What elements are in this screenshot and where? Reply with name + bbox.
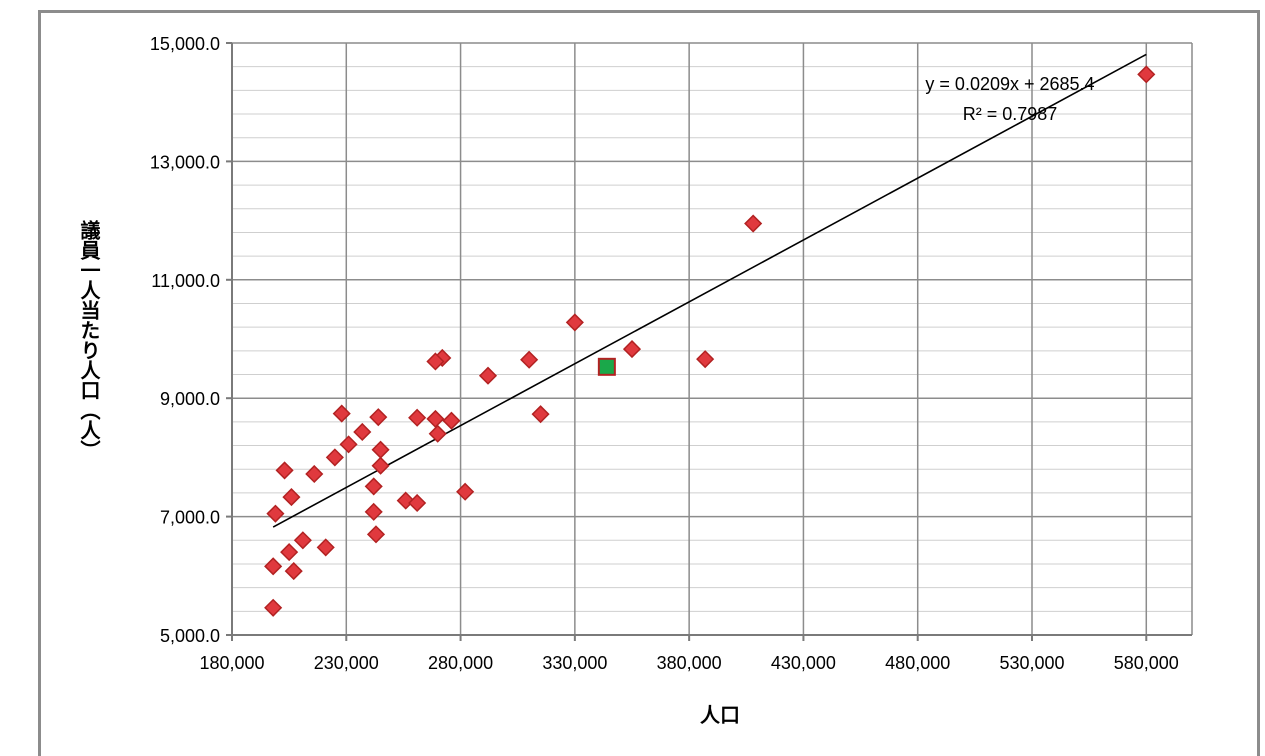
diamond-point	[364, 477, 383, 496]
diamond-point	[282, 488, 301, 507]
x-tick-label: 230,000	[314, 653, 379, 673]
y-tick-label: 15,000.0	[150, 34, 220, 54]
diamond-point	[520, 350, 539, 369]
y-tick-label: 13,000.0	[150, 152, 220, 172]
diamond-point	[1137, 65, 1156, 84]
x-tick-label: 380,000	[657, 653, 722, 673]
y-axis-label: 議員一人当たり人口（人）	[77, 219, 101, 460]
diamond-point	[266, 504, 285, 523]
diamond-point	[293, 531, 312, 550]
x-tick-label: 330,000	[542, 653, 607, 673]
diamond-point	[456, 482, 475, 501]
x-tick-label: 480,000	[885, 653, 950, 673]
diamond-point	[369, 408, 388, 427]
diamond-point	[428, 424, 447, 443]
diamond-point	[339, 435, 358, 454]
x-tick-label: 580,000	[1114, 653, 1179, 673]
square-point	[597, 357, 616, 376]
diamond-point	[744, 214, 763, 233]
diamond-point	[284, 562, 303, 581]
diamond-point	[371, 440, 390, 459]
diamond-point	[353, 422, 372, 442]
diamond-point	[565, 313, 584, 332]
diamond-point	[366, 525, 386, 544]
diamond-point	[442, 411, 461, 430]
y-tick-label: 11,000.0	[151, 271, 220, 291]
diamond-point	[275, 461, 294, 480]
trendline-r-squared: R² = 0.7987	[963, 104, 1058, 124]
trendline-equation: y = 0.0209x + 2685.4	[925, 74, 1094, 94]
diamond-point	[622, 340, 642, 359]
x-tick-label: 530,000	[999, 653, 1064, 673]
diamond-point	[426, 409, 445, 428]
diamond-point	[531, 405, 550, 424]
diamond-point	[280, 543, 299, 562]
trendline-group	[272, 53, 1147, 528]
y-tick-label: 7,000.0	[160, 508, 220, 528]
diamond-point	[696, 350, 715, 369]
diamond-point	[332, 404, 351, 423]
diamond-point	[305, 464, 324, 484]
x-tick-label: 180,000	[199, 653, 264, 673]
y-tick-label: 9,000.0	[160, 389, 220, 409]
axes	[226, 42, 1192, 641]
diamond-point	[408, 493, 427, 513]
y-tick-labels: 5,000.0 7,000.0 9,000.0 11,000.0 13,000.0 15,…	[150, 34, 220, 646]
diamond-point	[408, 408, 427, 427]
x-tick-label: 430,000	[771, 653, 836, 673]
chart-frame	[38, 10, 1260, 756]
diamond-point	[478, 366, 498, 385]
diamond-point	[325, 448, 344, 467]
y-tick-label: 5,000.0	[160, 626, 220, 646]
x-tick-labels: 180,000 230,000 280,000 330,000 380,000 430,0…	[199, 653, 1178, 673]
x-axis-label: 人口	[700, 704, 740, 727]
x-tick-label: 280,000	[428, 653, 493, 673]
diamond-point	[364, 502, 383, 521]
diamond-point	[371, 456, 390, 475]
diamond-point	[426, 352, 445, 371]
diamond-point	[264, 598, 283, 617]
diamond-point	[316, 538, 335, 557]
trendline	[272, 53, 1147, 528]
diamond-point	[264, 557, 283, 576]
major-gridlines	[231, 42, 1193, 636]
data-points	[264, 65, 1156, 617]
